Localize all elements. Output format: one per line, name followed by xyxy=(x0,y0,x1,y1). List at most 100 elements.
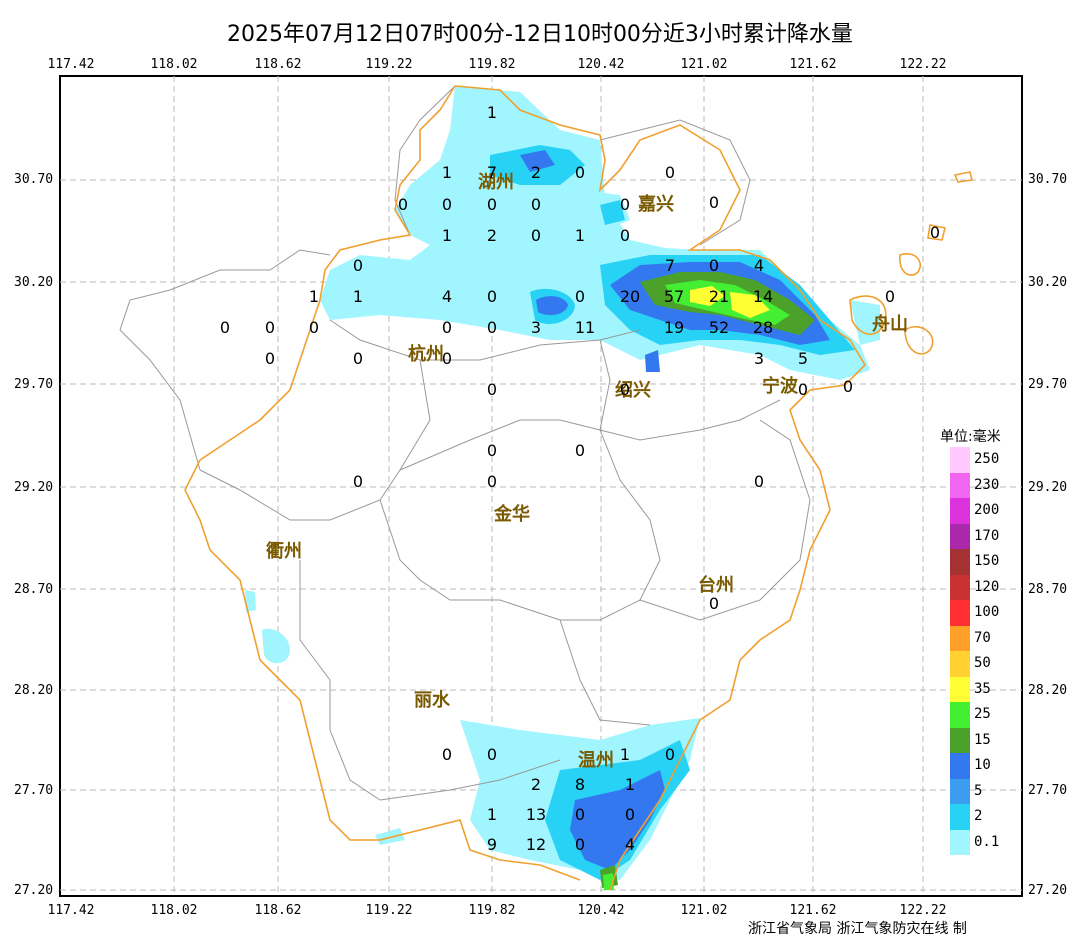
station-value: 0 xyxy=(575,835,585,854)
lon-tick-bottom: 117.42 xyxy=(47,903,95,918)
station-value: 1 xyxy=(353,287,363,306)
lat-tick-right: 27.20 xyxy=(1028,883,1068,898)
station-value: 0 xyxy=(665,163,675,182)
credit-line: 浙江省气象局 浙江气象防灾在线 制 xyxy=(748,921,967,937)
legend-title: 单位:毫米 xyxy=(940,429,1001,445)
legend-swatch xyxy=(950,778,970,804)
lat-tick-left: 29.20 xyxy=(14,480,54,495)
city-label-lishui: 丽水 xyxy=(414,689,451,711)
legend-swatch xyxy=(950,574,970,600)
legend-row: 50 xyxy=(950,651,1030,677)
station-value: 0 xyxy=(575,163,585,182)
lat-tick-right: 29.20 xyxy=(1028,480,1068,495)
station-value: 21 xyxy=(709,287,729,306)
city-label-taizhou: 台州 xyxy=(698,574,734,596)
station-value: 57 xyxy=(664,287,684,306)
station-value: 8 xyxy=(575,775,585,794)
legend-row: 15 xyxy=(950,727,1030,753)
city-label-quzhou: 衢州 xyxy=(266,540,302,562)
legend-swatch xyxy=(950,447,970,473)
station-value: 0 xyxy=(625,805,635,824)
station-value: 0 xyxy=(620,195,630,214)
city-label-zhoushan: 舟山 xyxy=(872,313,908,335)
station-value: 52 xyxy=(709,318,729,337)
station-value: 1 xyxy=(575,226,585,245)
lat-tick-right: 30.70 xyxy=(1028,172,1068,187)
lat-tick-left: 28.70 xyxy=(14,582,54,597)
station-value: 0 xyxy=(620,226,630,245)
legend-swatch xyxy=(950,753,970,779)
legend-label: 50 xyxy=(974,655,991,671)
legend-label: 0.1 xyxy=(974,833,1000,850)
legend: 250 230 200 170 150 120 100 70 50 35 25 … xyxy=(950,447,1030,855)
precip-35mm-area xyxy=(690,286,770,318)
lon-tick-top: 122.22 xyxy=(899,57,947,72)
lon-tick-bottom: 121.02 xyxy=(680,903,728,918)
legend-swatch xyxy=(950,472,970,498)
lon-tick-top: 119.22 xyxy=(365,57,413,72)
station-value: 5 xyxy=(798,349,808,368)
legend-swatch xyxy=(950,625,970,651)
lon-tick-top: 118.02 xyxy=(150,57,198,72)
lon-tick-bottom: 118.02 xyxy=(150,903,198,918)
station-value: 1 xyxy=(442,226,452,245)
station-value: 4 xyxy=(442,287,452,306)
station-value: 14 xyxy=(753,287,773,306)
lat-tick-left: 30.70 xyxy=(14,172,54,187)
station-value: 13 xyxy=(526,805,546,824)
station-value: 0 xyxy=(487,380,497,399)
legend-label: 25 xyxy=(974,706,991,722)
city-label-jiaxing: 嘉兴 xyxy=(637,194,674,215)
legend-label: 100 xyxy=(974,604,1000,620)
station-value: 7 xyxy=(487,163,497,182)
legend-row: 25 xyxy=(950,702,1030,728)
station-value: 0 xyxy=(754,472,764,491)
lat-tick-left: 30.20 xyxy=(14,275,54,290)
lon-tick-top: 121.02 xyxy=(680,57,728,72)
legend-label: 70 xyxy=(974,629,991,646)
legend-label: 35 xyxy=(974,680,991,697)
station-value: 3 xyxy=(531,318,541,337)
city-boundaries xyxy=(119,85,811,801)
legend-swatch xyxy=(950,549,970,575)
lon-tick-bottom: 120.42 xyxy=(577,903,625,918)
station-value: 0 xyxy=(353,256,363,275)
station-value: 2 xyxy=(531,163,541,182)
legend-row: 230 xyxy=(950,472,1030,498)
city-label-wenzhou: 温州 xyxy=(578,750,614,771)
station-value: 0 xyxy=(843,377,853,396)
map-title: 2025年07月12日07时00分-12日10时00分近3小时累计降水量 xyxy=(227,22,853,47)
station-value: 0 xyxy=(265,349,275,368)
station-value: 0 xyxy=(487,287,497,306)
station-value: 0 xyxy=(487,745,497,764)
station-value: 1 xyxy=(309,287,319,306)
station-value: 1 xyxy=(487,103,497,122)
legend-label: 230 xyxy=(974,476,1000,493)
legend-swatch xyxy=(950,804,970,830)
legend-row: 250 xyxy=(950,447,1030,473)
station-value: 0 xyxy=(575,441,585,460)
legend-label: 2 xyxy=(974,808,983,824)
legend-row: 100 xyxy=(950,600,1030,626)
lon-tick-bottom: 122.22 xyxy=(899,903,947,918)
legend-row: 5 xyxy=(950,778,1030,804)
legend-swatch xyxy=(950,498,970,524)
lat-tick-left: 27.70 xyxy=(14,783,54,798)
station-value: 0 xyxy=(442,318,452,337)
province-coastline xyxy=(184,85,973,891)
lon-tick-bottom: 119.22 xyxy=(365,903,413,918)
lat-tick-left: 29.70 xyxy=(14,377,54,392)
station-value: 19 xyxy=(664,318,684,337)
station-value: 0 xyxy=(487,318,497,337)
lon-tick-bottom: 119.82 xyxy=(468,903,516,918)
legend-label: 10 xyxy=(974,757,991,773)
station-value: 2 xyxy=(487,226,497,245)
grid-lines xyxy=(60,76,1022,896)
station-value: 0 xyxy=(442,745,452,764)
legend-row: 35 xyxy=(950,676,1030,702)
city-label-huzhou: 湖州 xyxy=(478,172,514,193)
station-value: 7 xyxy=(665,256,675,275)
station-value: 2 xyxy=(531,775,541,794)
lat-tick-left: 27.20 xyxy=(14,883,54,898)
legend-row: 150 xyxy=(950,549,1030,575)
